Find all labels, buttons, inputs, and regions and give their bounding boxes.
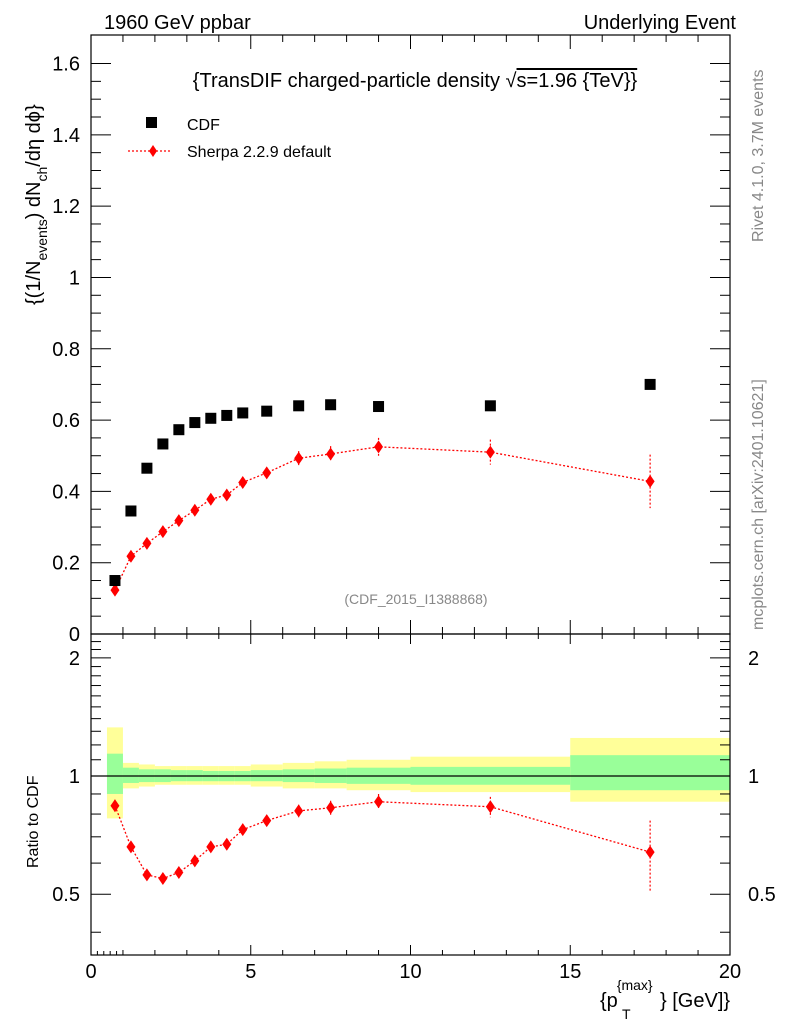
mc-point [190,503,200,517]
x-tick-label: 10 [399,961,421,983]
header-left-label: 1960 GeV ppbar [104,12,251,34]
analysis-watermark: (CDF_2015_I1388868) [344,591,487,607]
cdf-point [644,378,656,390]
mc-ratio-point [645,845,655,859]
mc-point [158,525,168,539]
cdf-point [484,400,496,412]
main-title: {TransDIF charged-particle density √s=1.… [193,70,638,92]
x-tick-label: 20 [719,961,741,983]
mc-ratio-point [142,868,152,882]
mc-point [174,514,184,528]
y-tick-label-ratio-left: 0.5 [52,884,80,906]
ratio-band-inner [106,753,123,794]
mc-point [222,488,232,502]
y-tick-label-main: 1.4 [52,125,80,147]
legend-mc-label: Sherpa 2.2.9 default [187,144,332,161]
cdf-point [109,575,121,587]
title-sqrt-symbol: √ [506,70,517,92]
mc-ratio-point [206,840,216,854]
y-tick-label-ratio-right: 2 [748,648,759,670]
y-tick-label-ratio-right: 1 [748,766,759,788]
ratio-panel: 0 5 10 15 20 0.5 0.5 1 1 2 2 Ratio to CDF [25,633,776,983]
mc-ratio-point [158,872,168,886]
ratio-band-inner [122,767,139,783]
mc-ratio-point [110,799,120,813]
mc-ratio-point [374,795,384,809]
mc-ratio-line [114,801,651,880]
y-tick-label-ratio-right: 0.5 [748,884,776,906]
xlabel-sub: T [622,1006,631,1022]
cdf-point [125,505,137,517]
mc-point [206,492,216,506]
cdf-point [157,438,169,450]
cdf-point [173,424,185,436]
legend-mc-marker [149,145,157,157]
ratio-ylabel: Ratio to CDF [25,775,42,868]
ylabel-sub-events: events [34,219,50,260]
mc-series-line [114,446,651,591]
source-label: mcplots.cern.ch [arXiv:2401.10621] [750,379,767,630]
cdf-point [189,417,201,429]
header-right-label: Underlying Event [584,12,737,34]
ylabel-part-3: /dη dϕ} [23,104,45,167]
main-panel: 0 0.2 0.4 0.6 0.8 1 1.2 1.4 1.6 {TransDIF charge… [23,34,731,646]
mc-ratio-point [262,814,272,828]
mc-point [126,549,136,563]
cdf-point [293,400,305,412]
x-tick-label: 15 [559,961,581,983]
mc-point [374,440,384,454]
mc-ratio-point [238,823,248,837]
mc-ratio-point [126,840,136,854]
xlabel-sup: {max} [617,977,653,993]
y-tick-label-main: 0.6 [52,410,80,432]
title-prefix: {TransDIF charged-particle density [193,70,506,92]
legend-cdf-label: CDF [187,117,220,134]
rivet-version-label: Rivet 4.1.0, 3.7M events [750,69,767,242]
cdf-point [221,409,233,421]
cdf-point [261,405,273,417]
mc-point [262,466,272,480]
xlabel-main: {p [600,990,618,1012]
ylabel-part-1: {(1/N [23,261,45,305]
y-tick-label-ratio-left: 2 [69,648,80,670]
ylabel-part-2: ) dN [23,181,45,219]
xlabel-rest: } [GeV]} [660,990,730,1012]
cdf-point [141,462,153,474]
cdf-point [373,401,385,413]
mc-point [294,451,304,465]
mc-point [142,536,152,550]
cdf-point [325,399,337,411]
mc-point [238,475,248,489]
mc-ratio-point [190,854,200,868]
mc-ratio-point [326,801,336,815]
mc-ratio-point [222,837,232,851]
ylabel-sub-ch: ch [34,167,50,182]
y-tick-label-main: 0 [69,624,80,646]
y-tick-label-main: 0.8 [52,339,80,361]
y-tick-label-main: 1.6 [52,54,80,76]
main-ylabel: {(1/Nevents) dNch/dη dϕ} [23,104,50,305]
y-tick-label-main: 1 [69,267,80,289]
y-tick-label-main: 0.4 [52,481,80,503]
x-tick-label: 0 [85,961,96,983]
mc-point [485,445,495,459]
mc-ratio-point [485,800,495,814]
mc-point [326,447,336,461]
y-tick-label-main: 0.2 [52,553,80,575]
mc-point [110,583,120,597]
title-suffix: s=1.96 {TeV}} [517,70,638,92]
y-tick-label-main: 1.2 [52,196,80,218]
legend-cdf-marker [146,117,157,128]
mc-ratio-point [294,804,304,818]
mc-ratio-point [174,865,184,879]
ratio-band-inner [570,755,730,791]
mc-point [645,474,655,488]
x-tick-label: 5 [245,961,256,983]
cdf-point [205,412,217,424]
x-axis-label: {p{max} T } [GeV]} [600,977,730,1022]
cdf-point [237,407,249,419]
y-tick-label-ratio-left: 1 [69,766,80,788]
